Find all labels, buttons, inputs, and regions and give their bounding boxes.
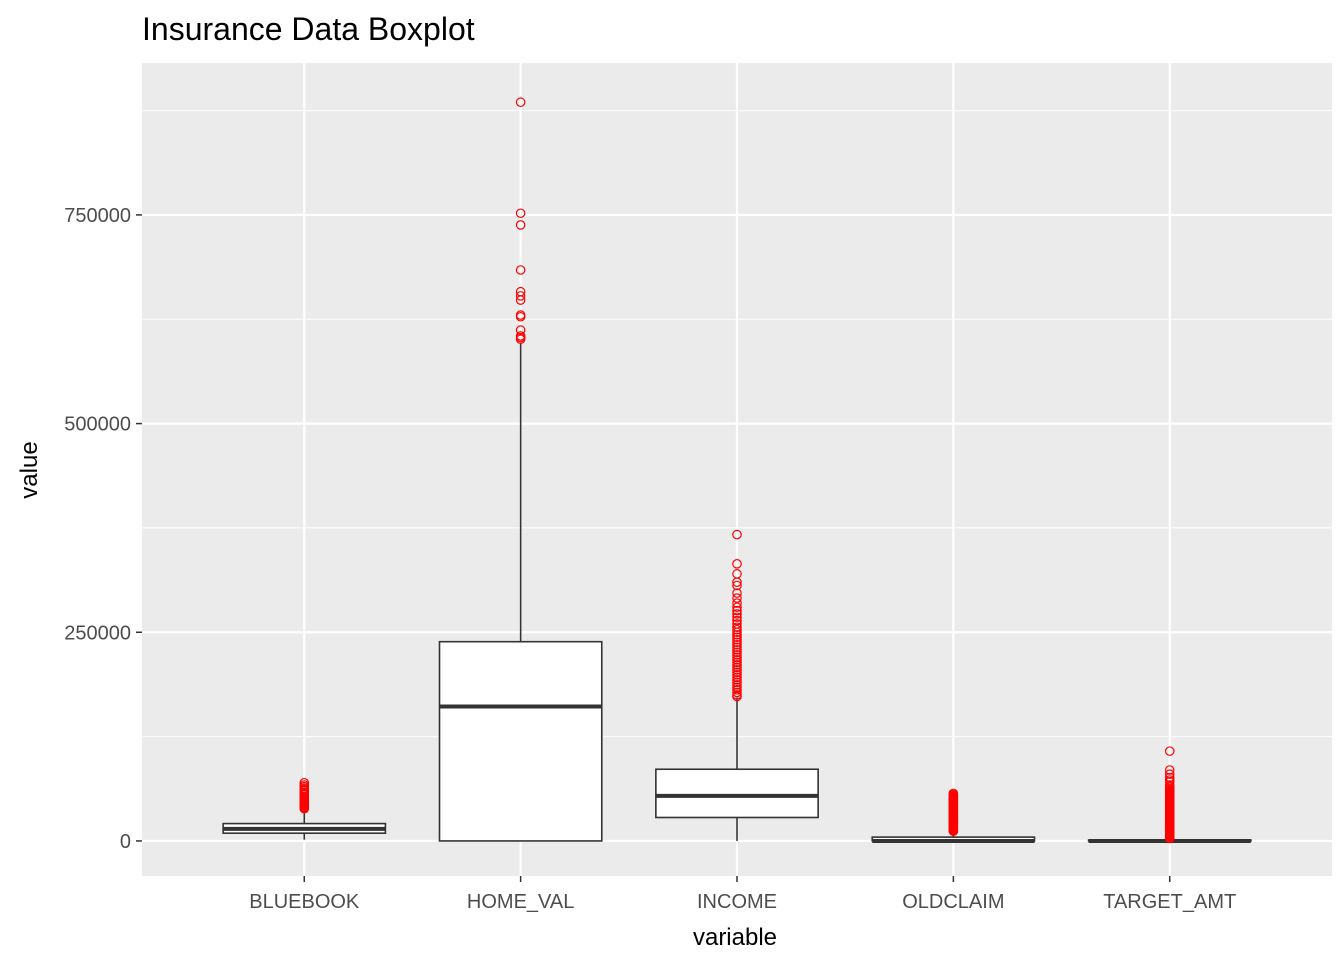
outlier-point — [732, 598, 742, 608]
x-tick-label: BLUEBOOK — [249, 891, 360, 913]
box-income — [655, 529, 819, 841]
outlier-point — [732, 622, 742, 633]
outlier-point — [732, 642, 742, 653]
outlier-point — [732, 580, 742, 591]
outlier-point — [515, 325, 526, 335]
outlier-point — [732, 644, 742, 655]
outlier-point — [732, 687, 742, 698]
outlier-point — [732, 615, 742, 626]
box-bluebook — [222, 777, 387, 840]
outlier-point — [515, 208, 526, 219]
outlier-point — [732, 605, 742, 616]
outlier-point — [732, 632, 742, 643]
outlier-point — [732, 588, 742, 598]
outlier-point — [732, 690, 742, 700]
outlier-point — [732, 593, 742, 603]
boxes — [222, 97, 1252, 844]
outlier-point — [732, 529, 742, 540]
outlier-point — [1164, 765, 1175, 775]
chart-title: Insurance Data Boxplot — [142, 11, 475, 47]
outlier-point — [732, 680, 742, 690]
outlier-point — [732, 609, 742, 619]
box-home-val — [438, 97, 603, 842]
outlier-point — [732, 660, 742, 670]
outlier-point — [732, 667, 742, 678]
y-axis: 0 250000 500000 750000 — [64, 205, 142, 853]
outlier-point — [732, 665, 742, 675]
y-tick-label: 750000 — [64, 205, 131, 227]
box-iqr — [438, 640, 603, 842]
outlier-point — [732, 612, 742, 623]
outlier-point — [732, 634, 742, 645]
y-tick-label: 0 — [120, 831, 131, 853]
outlier-point — [732, 675, 742, 685]
outlier-point — [732, 652, 742, 663]
outlier-point — [515, 265, 526, 275]
outlier-point — [732, 677, 742, 688]
y-tick-label: 500000 — [64, 414, 131, 436]
box-target-amt — [1087, 746, 1252, 844]
outlier-point — [515, 310, 526, 320]
outlier-point — [732, 619, 742, 629]
outlier-point — [948, 788, 959, 799]
x-tick-label: HOME_VAL — [467, 891, 574, 913]
outlier-point — [515, 286, 526, 297]
x-tick-label: TARGET_AMT — [1103, 891, 1236, 913]
outlier-point — [515, 291, 526, 301]
outlier-point — [732, 602, 742, 613]
outlier-point — [732, 637, 742, 648]
outlier-point — [515, 331, 526, 341]
outlier-point — [732, 682, 742, 693]
outlier-point — [732, 624, 742, 635]
x-tick-label: INCOME — [697, 891, 777, 913]
outlier-point — [732, 639, 742, 650]
outlier-point — [732, 629, 742, 640]
outlier-point — [1164, 769, 1175, 779]
outlier-point — [515, 97, 526, 108]
outlier-point — [515, 220, 526, 230]
y-tick-label: 250000 — [64, 622, 131, 644]
outlier-point — [1164, 772, 1175, 783]
box-iqr — [655, 768, 819, 819]
x-tick-label: OLDCLAIM — [902, 891, 1004, 913]
y-axis-title: value — [16, 441, 43, 498]
outlier-point — [732, 657, 742, 668]
outlier-point — [732, 670, 742, 680]
outlier-point — [1164, 775, 1175, 785]
outlier-point — [732, 559, 742, 569]
box-oldclaim — [871, 788, 1036, 843]
outlier-point — [732, 655, 742, 665]
outlier-point — [732, 662, 742, 673]
outlier-point — [732, 569, 742, 579]
outlier-point — [732, 647, 742, 658]
outlier-point — [732, 672, 742, 683]
x-axis-title: variable — [693, 924, 777, 951]
outlier-point — [1164, 780, 1175, 790]
x-axis: BLUEBOOK HOME_VAL INCOME OLDCLAIM TARGET_AMT — [249, 876, 1236, 913]
outlier-point — [732, 685, 742, 695]
outlier-point — [732, 650, 742, 660]
outlier-point — [1164, 746, 1175, 756]
outlier-point — [299, 777, 310, 788]
